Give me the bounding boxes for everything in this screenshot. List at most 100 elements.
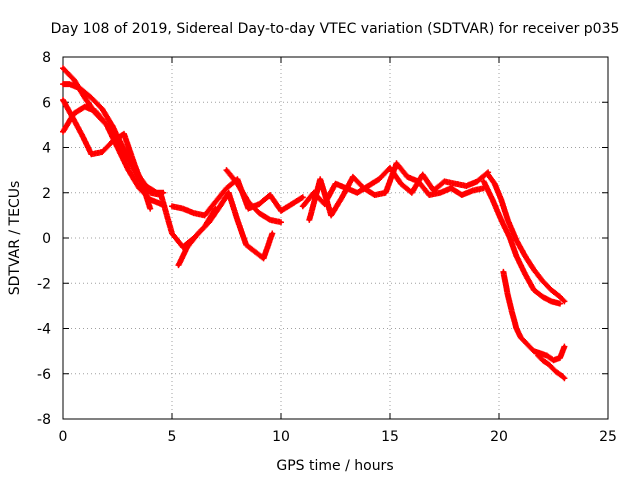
data-point bbox=[89, 152, 93, 156]
data-point bbox=[449, 186, 453, 190]
data-point bbox=[89, 96, 93, 100]
data-point bbox=[514, 238, 519, 242]
data-point bbox=[545, 354, 549, 358]
data-point bbox=[100, 107, 104, 111]
data-point bbox=[510, 311, 514, 315]
data-point bbox=[137, 186, 141, 190]
data-point bbox=[362, 186, 366, 190]
x-tick-label: 20 bbox=[490, 429, 508, 445]
series-track-9 bbox=[306, 160, 487, 223]
data-point bbox=[562, 376, 567, 380]
data-point bbox=[442, 179, 447, 184]
data-point bbox=[67, 82, 72, 86]
data-point bbox=[148, 206, 152, 211]
data-point bbox=[307, 218, 311, 222]
data-point bbox=[81, 134, 85, 138]
data-point bbox=[482, 179, 486, 184]
data-point bbox=[176, 263, 181, 267]
data-point bbox=[501, 270, 505, 274]
data-point bbox=[514, 254, 519, 258]
data-point bbox=[72, 78, 76, 82]
data-point bbox=[301, 195, 305, 199]
y-tick-label: -4 bbox=[37, 322, 51, 338]
data-point bbox=[554, 369, 558, 374]
data-point bbox=[438, 191, 442, 195]
data-point bbox=[388, 166, 392, 170]
data-point bbox=[83, 96, 87, 100]
data-point bbox=[61, 130, 65, 134]
data-point bbox=[560, 374, 564, 378]
data-point bbox=[257, 211, 261, 215]
data-point bbox=[523, 254, 527, 258]
data-point bbox=[549, 288, 553, 292]
data-point bbox=[471, 188, 475, 193]
axis-ticks: 0 5 10 15 20 25 -8 -6 -4 -2 0 2 4 6 8 bbox=[37, 50, 617, 445]
data-point bbox=[490, 197, 495, 202]
series-track-8 bbox=[299, 164, 492, 210]
data-point bbox=[224, 186, 229, 190]
data-point bbox=[257, 202, 261, 206]
data-point bbox=[126, 168, 130, 172]
data-point bbox=[244, 243, 248, 247]
data-point bbox=[142, 186, 146, 190]
data-point bbox=[196, 231, 200, 236]
data-point bbox=[261, 256, 266, 260]
data-point bbox=[508, 236, 512, 240]
y-tick-label: 8 bbox=[42, 50, 51, 66]
data-point bbox=[399, 182, 403, 186]
series-track-7 bbox=[223, 167, 284, 226]
data-point bbox=[94, 109, 98, 113]
data-point bbox=[111, 139, 115, 143]
data-point bbox=[181, 206, 185, 211]
data-point bbox=[111, 125, 115, 129]
data-point bbox=[460, 193, 464, 197]
data-point bbox=[532, 288, 536, 292]
data-point bbox=[246, 206, 250, 211]
data-point bbox=[551, 358, 556, 362]
chart-title: Day 108 of 2019, Sidereal Day-to-day VTE… bbox=[51, 21, 620, 37]
y-tick-label: 4 bbox=[42, 141, 51, 157]
grid-lines bbox=[63, 57, 608, 419]
data-point bbox=[532, 268, 536, 272]
data-point bbox=[318, 177, 322, 181]
x-tick-label: 25 bbox=[599, 429, 617, 445]
data-point bbox=[475, 179, 479, 184]
data-point bbox=[549, 299, 553, 303]
data-point bbox=[207, 220, 211, 224]
data-point bbox=[377, 177, 381, 181]
data-point bbox=[547, 363, 551, 367]
data-point bbox=[384, 191, 388, 195]
series-track-12 bbox=[500, 268, 568, 364]
data-point bbox=[115, 145, 120, 150]
data-point bbox=[340, 195, 344, 199]
data-point bbox=[170, 231, 174, 236]
data-point bbox=[61, 66, 65, 70]
data-point bbox=[421, 173, 425, 177]
data-point bbox=[525, 342, 529, 346]
data-point bbox=[351, 175, 355, 179]
data-point bbox=[279, 220, 283, 224]
data-point bbox=[410, 191, 414, 195]
data-point bbox=[355, 191, 359, 195]
data-point bbox=[493, 182, 497, 186]
data-point bbox=[235, 218, 239, 222]
data-point bbox=[558, 356, 562, 360]
data-point bbox=[532, 349, 536, 353]
data-point bbox=[61, 82, 65, 86]
y-axis-label: SDTVAR / TECUs bbox=[7, 181, 23, 296]
data-point bbox=[453, 182, 457, 186]
data-point bbox=[268, 193, 272, 197]
data-point bbox=[268, 218, 272, 222]
data-point bbox=[279, 209, 283, 213]
series-track-10 bbox=[485, 171, 568, 305]
data-point bbox=[506, 218, 510, 222]
y-tick-label: -2 bbox=[37, 276, 51, 292]
data-point bbox=[192, 211, 196, 215]
data-point bbox=[78, 87, 83, 91]
y-tick-label: -8 bbox=[37, 412, 51, 428]
data-point bbox=[506, 292, 510, 297]
data-point bbox=[218, 204, 222, 208]
data-point bbox=[301, 204, 305, 208]
data-point bbox=[227, 191, 231, 195]
series-track-11 bbox=[480, 178, 563, 307]
